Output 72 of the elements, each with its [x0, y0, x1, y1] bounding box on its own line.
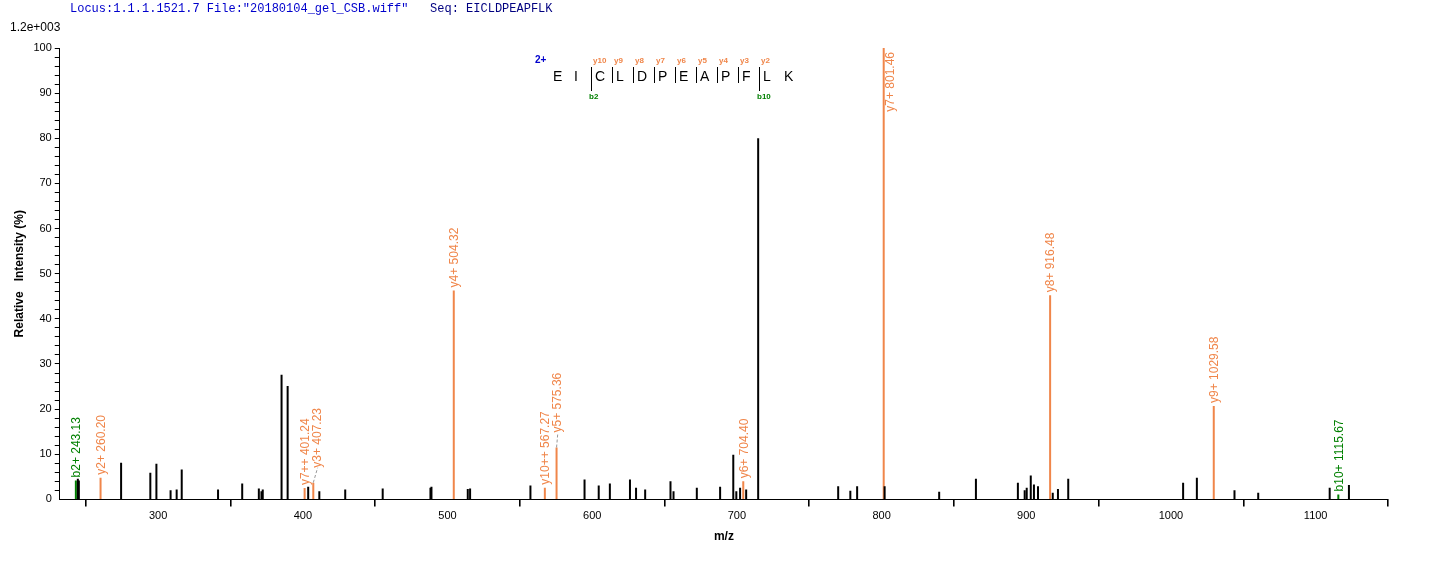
annotation: E: [553, 68, 563, 84]
annotation: y3: [740, 56, 749, 65]
data-label: y3+ 407.23: [309, 407, 324, 468]
bar: [303, 488, 306, 499]
bar: [555, 447, 558, 499]
data-label: b2+ 243.13: [69, 416, 84, 478]
x-tick-label: 1000: [1158, 509, 1184, 522]
bar: [1212, 405, 1215, 499]
annotation: y10: [593, 56, 607, 65]
y-tick-label: 90: [39, 86, 52, 99]
y-tick-label: 80: [39, 131, 52, 144]
data-label: y4+ 504.32: [447, 227, 462, 288]
y-axis-title: Relative Intensity (%): [11, 210, 26, 338]
bar: [1049, 295, 1052, 499]
annotation: L: [616, 68, 624, 84]
data-label: y6+ 704.40: [736, 418, 751, 479]
data-label: y10++ 567.27: [538, 410, 553, 485]
data-label: y5+ 575.36: [550, 372, 565, 433]
annotation: P: [721, 68, 731, 84]
annotation: y8: [635, 56, 644, 65]
x-tick-label: 300: [148, 509, 168, 522]
annotation: b2: [589, 92, 599, 101]
annotation: C: [595, 68, 606, 84]
x-tick-label: 700: [727, 509, 747, 522]
text: 1.2e+003: [10, 20, 61, 34]
y-tick-label: 50: [39, 266, 52, 279]
x-tick-label: 900: [1017, 509, 1036, 522]
data-label: y8+ 916.48: [1043, 232, 1058, 293]
y-tick-label: 0: [45, 492, 52, 505]
bar: [882, 48, 885, 499]
annotation: y4: [719, 56, 728, 65]
bar: [543, 487, 546, 499]
data-label: b10+ 1115.67: [1331, 419, 1346, 492]
annotation: y5: [698, 56, 707, 65]
data-label: y7++ 401.24: [297, 418, 312, 486]
annotation: y9: [614, 56, 623, 65]
y-tick-label: 10: [39, 447, 52, 460]
annotation: D: [637, 68, 648, 84]
y-tick-label: 100: [33, 41, 52, 54]
y-tick-label: 30: [39, 357, 52, 370]
x-tick-label: 800: [872, 509, 891, 522]
x-tick-label: 1100: [1303, 509, 1328, 522]
bar: [452, 290, 455, 499]
annotation: P: [658, 68, 668, 84]
x-tick-label: 500: [438, 509, 457, 522]
annotation: y7: [656, 56, 665, 65]
annotation: I: [574, 68, 578, 84]
x-axis-title: m/z: [713, 529, 734, 544]
x-tick-label: 400: [293, 509, 313, 522]
annotation: 2+: [535, 54, 547, 65]
y-tick-label: 40: [39, 311, 52, 324]
y-tick-label: 70: [39, 176, 52, 189]
bar: [99, 477, 102, 499]
annotation: E: [679, 68, 689, 84]
x-tick-label: 600: [583, 509, 602, 522]
bar: [1337, 494, 1340, 499]
y-tick-label: 60: [39, 221, 52, 234]
annotation: b10: [757, 92, 771, 101]
chart-title: Locus:1.1.1.1521.7 File:"20180104_gel_CSB.wiff": [70, 2, 409, 16]
data-label: y2+ 260.20: [93, 414, 108, 475]
annotation: y6: [677, 56, 686, 65]
data-label: y9+ 1029.58: [1207, 336, 1222, 403]
annotation: A: [700, 68, 710, 84]
annotation: F: [742, 68, 751, 84]
y-tick-label: 20: [39, 402, 52, 415]
chart-subtitle: Seq: EICLDPEAPFLK: [430, 2, 553, 16]
bar: [742, 481, 745, 499]
data-label: y7+ 801.46: [883, 51, 898, 112]
bar: [312, 482, 315, 499]
annotation: K: [784, 68, 794, 84]
annotation: L: [763, 68, 771, 84]
annotation: y2: [761, 56, 770, 65]
